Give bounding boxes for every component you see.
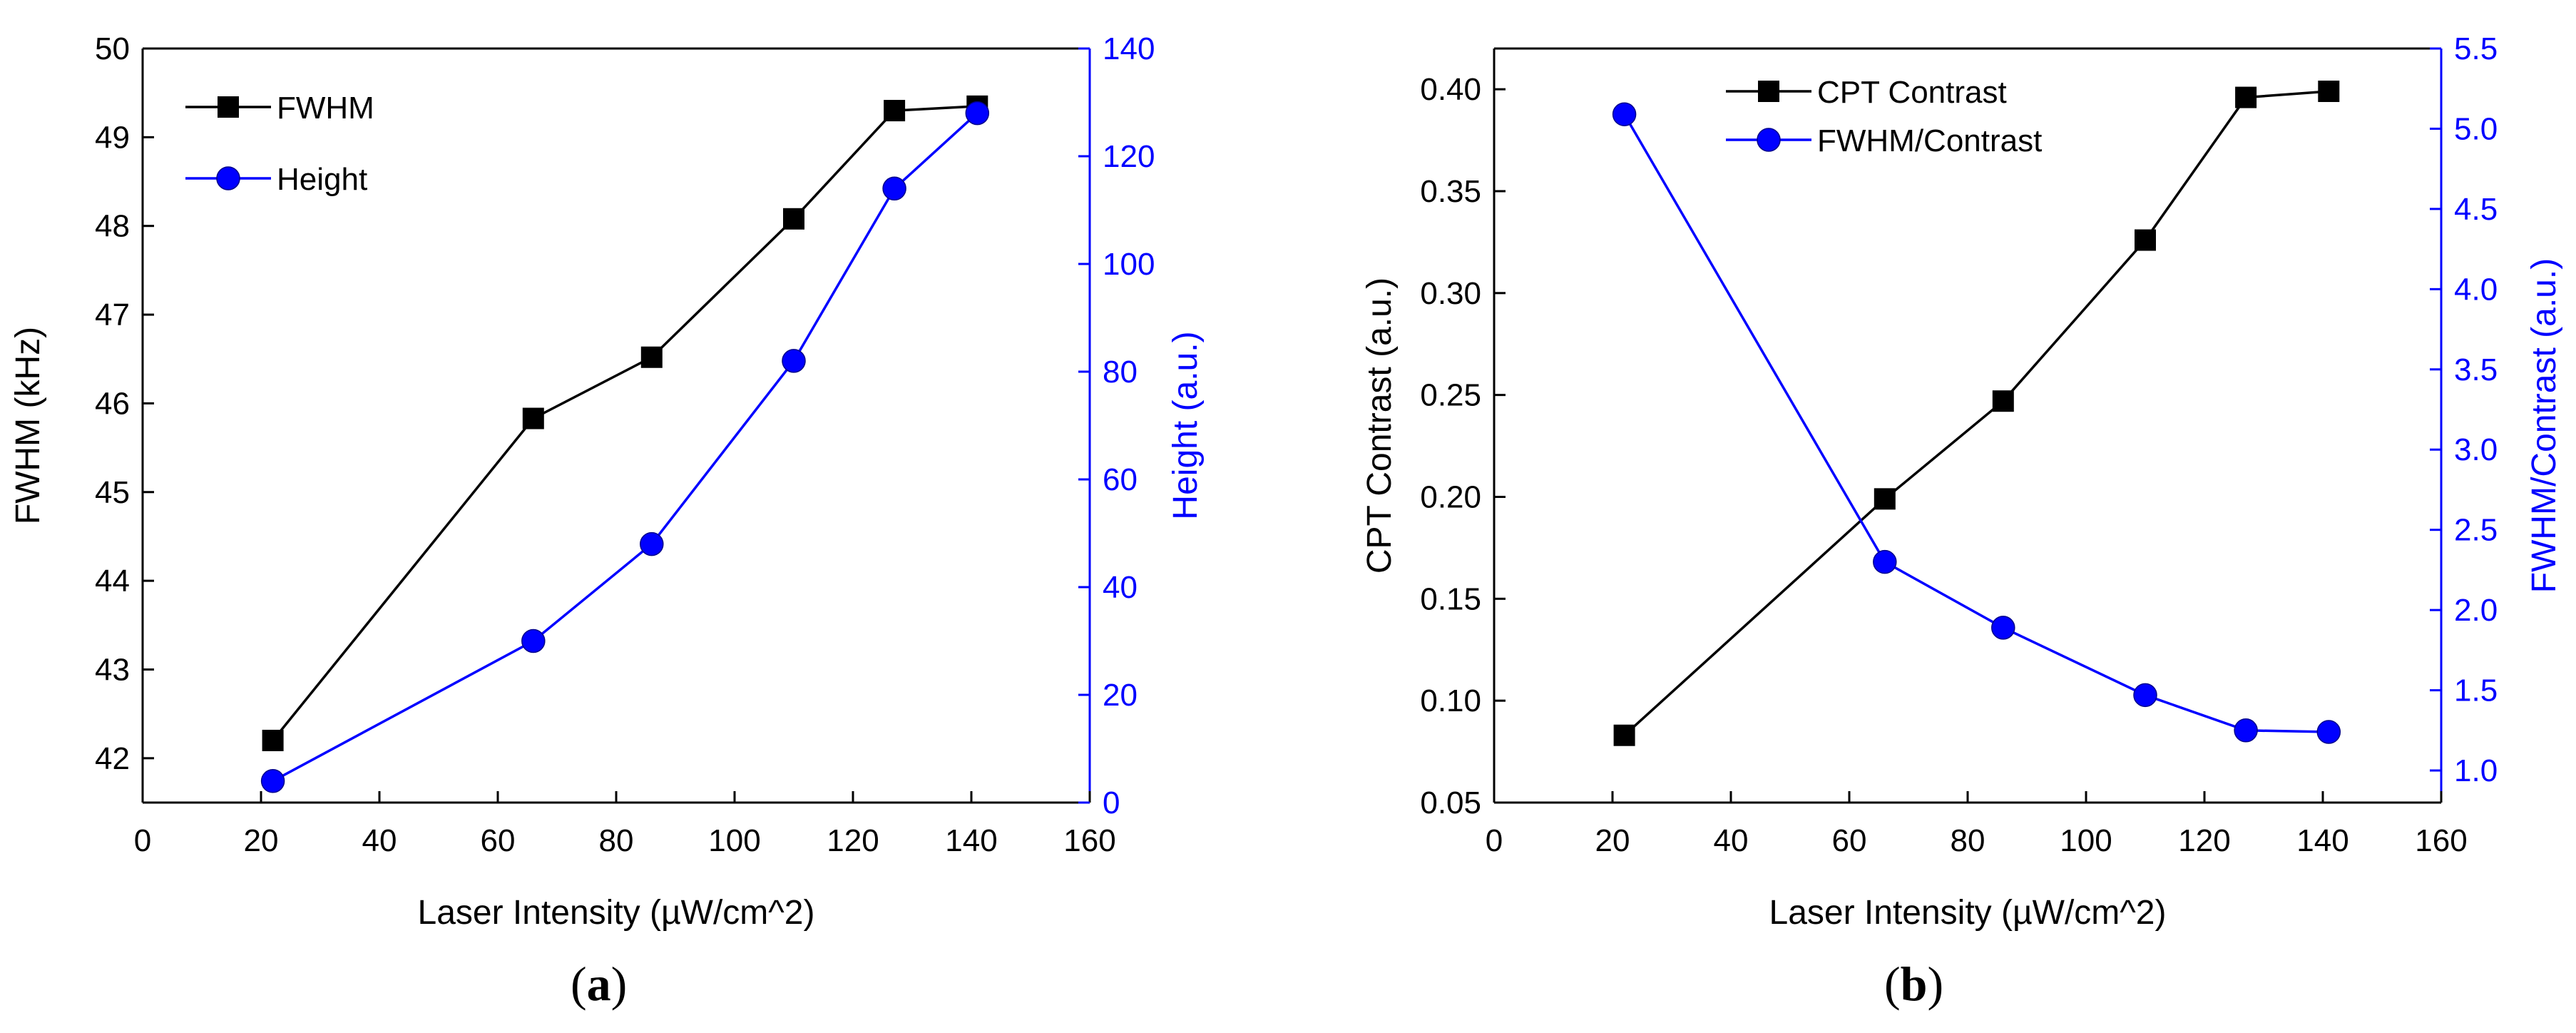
panel-b-series-cpt-contrast-point bbox=[2235, 86, 2257, 108]
panel-a-ytick-label: 43 bbox=[95, 652, 130, 687]
panel-b-ytick-label: 0.15 bbox=[1420, 581, 1481, 616]
panel-b-xtick-label: 40 bbox=[1714, 823, 1749, 858]
panel-a-series-fwhm-point bbox=[783, 208, 804, 230]
panel-b-y2tick-label: 2.5 bbox=[2454, 513, 2498, 548]
panel-a-series-fwhm-point bbox=[640, 346, 663, 368]
panel-b-ytick-label: 0.10 bbox=[1420, 683, 1481, 718]
panel-a-y2tick-label: 20 bbox=[1103, 678, 1138, 713]
panel-a-series-height-line bbox=[272, 112, 978, 783]
panel-b-series-cpt-contrast-point bbox=[1874, 488, 1896, 510]
panel-b-y2tick-label: 1.0 bbox=[2454, 753, 2498, 788]
panel-a-series-fwhm-legend-marker bbox=[218, 96, 239, 118]
panel-a-series-fwhm-line bbox=[272, 105, 978, 742]
panel-a-y2tick-label: 140 bbox=[1103, 31, 1155, 66]
panel-a-xtick-label: 80 bbox=[599, 823, 634, 858]
caption-a: (a) bbox=[571, 957, 628, 1011]
panel-a-series-fwhm-point bbox=[884, 100, 906, 122]
panel-a-y2tick-label: 80 bbox=[1103, 355, 1138, 390]
panel-b-y2tick-label: 3.0 bbox=[2454, 432, 2498, 467]
panel-a-xtick-label: 40 bbox=[362, 823, 397, 858]
panel-a-ytick-label: 46 bbox=[95, 386, 130, 421]
panel-b-xtick-label: 140 bbox=[2296, 823, 2348, 858]
panel-a-series-height-point bbox=[260, 769, 285, 793]
panel-a-y-axis-title: FWHM (kHz) bbox=[9, 327, 47, 524]
panel-b-series-cpt-contrast-point bbox=[1613, 724, 1635, 746]
panel-a-xtick-label: 20 bbox=[244, 823, 279, 858]
panel-b-series-cpt-contrast-point bbox=[2318, 80, 2340, 102]
panel-b-xtick-label: 100 bbox=[2060, 823, 2112, 858]
panel-a-ytick-label: 48 bbox=[95, 209, 130, 244]
panel-b-series-fwhm-contrast-point bbox=[1612, 102, 1637, 126]
panel-b-series-fwhm-contrast-legend-marker bbox=[1757, 128, 1781, 152]
panel-a-y2tick-label: 60 bbox=[1103, 462, 1138, 497]
panel-a-y2-axis-title: Height (a.u.) bbox=[1167, 331, 1205, 519]
panel-b-y2tick-label: 5.5 bbox=[2454, 31, 2498, 66]
panel-b-ytick-label: 0.25 bbox=[1420, 378, 1481, 413]
panel-b-y2tick-label: 2.0 bbox=[2454, 593, 2498, 628]
panel-b-series-fwhm-contrast-point bbox=[2316, 720, 2341, 744]
panel-b-series-cpt-contrast-legend-marker bbox=[1758, 81, 1779, 102]
panel-b-y2tick-label: 5.0 bbox=[2454, 111, 2498, 146]
panel-b-ytick-label: 0.20 bbox=[1420, 479, 1481, 514]
panel-b-x-axis-title: Laser Intensity (µW/cm^2) bbox=[1769, 894, 2167, 932]
panel-b-series-fwhm-contrast-legend-label: FWHM/Contrast bbox=[1817, 123, 2042, 158]
panel-a-xtick-label: 100 bbox=[708, 823, 760, 858]
panel-a-series-fwhm-point bbox=[522, 407, 544, 429]
panel-b-y2-axis-title: FWHM/Contrast (a.u.) bbox=[2525, 258, 2563, 593]
panel-b-series-fwhm-contrast-point bbox=[1873, 549, 1897, 574]
panel-a-series-height-point bbox=[882, 176, 906, 201]
panel-a-series-height-point bbox=[521, 629, 546, 653]
panel-a-series-height-point bbox=[640, 531, 664, 556]
panel-b-xtick-label: 0 bbox=[1486, 823, 1503, 858]
panel-b-ytick-label: 0.35 bbox=[1420, 174, 1481, 209]
panel-b-y2tick-label: 3.5 bbox=[2454, 352, 2498, 387]
panel-b-series-fwhm-contrast-line bbox=[1623, 113, 2329, 733]
panel-a-y2tick-label: 120 bbox=[1103, 139, 1155, 174]
panel-b-ytick-label: 0.30 bbox=[1420, 276, 1481, 311]
panel-a-y2tick-label: 40 bbox=[1103, 570, 1138, 605]
panel-a-series-height-point bbox=[782, 349, 806, 373]
panel-b-y2tick-label: 1.5 bbox=[2454, 673, 2498, 708]
panel-a-series-fwhm-point bbox=[262, 729, 284, 751]
panel-a-series-height-point bbox=[965, 101, 990, 126]
caption-b: (b) bbox=[1884, 957, 1944, 1011]
panel-b-ytick-label: 0.05 bbox=[1420, 785, 1481, 820]
panel-a-xtick-label: 160 bbox=[1063, 823, 1115, 858]
panel-a-y2tick-label: 100 bbox=[1103, 247, 1155, 282]
panel-b-y2tick-label: 4.0 bbox=[2454, 272, 2498, 307]
panel-b-y-axis-title: CPT Contrast (a.u.) bbox=[1361, 278, 1399, 574]
panel-a-ytick-label: 47 bbox=[95, 297, 130, 332]
panel-b-series-cpt-contrast-point bbox=[1992, 390, 2014, 412]
panel-b-series-fwhm-contrast-point bbox=[2234, 718, 2258, 743]
panel-b-xtick-label: 120 bbox=[2178, 823, 2230, 858]
panel-b-y2tick-label: 4.5 bbox=[2454, 192, 2498, 227]
panel-b-xtick-label: 80 bbox=[1951, 823, 1985, 858]
panel-a-series-height-legend-label: Height bbox=[277, 162, 367, 197]
panel-b-xtick-label: 60 bbox=[1832, 823, 1867, 858]
panel-b-series-cpt-contrast-point bbox=[2135, 229, 2156, 251]
panel-b-series-cpt-contrast-legend-label: CPT Contrast bbox=[1817, 75, 2007, 110]
panel-a-series-height-legend-marker bbox=[216, 166, 240, 190]
panel-a-ytick-label: 45 bbox=[95, 475, 130, 510]
panel-a-ytick-label: 44 bbox=[95, 564, 130, 599]
panel-a-ytick-label: 42 bbox=[95, 741, 130, 776]
panel-a-series-fwhm-legend-label: FWHM bbox=[277, 91, 374, 126]
panel-b-series-cpt-contrast-line bbox=[1623, 90, 2329, 737]
panel-b-ytick-label: 0.40 bbox=[1420, 72, 1481, 107]
panel-b-xtick-label: 20 bbox=[1595, 823, 1630, 858]
panel-b-series-fwhm-contrast-point bbox=[2133, 683, 2157, 708]
panel-a-ytick-label: 50 bbox=[95, 31, 130, 66]
panel-b-xtick-label: 160 bbox=[2415, 823, 2467, 858]
panel-a-y2tick-label: 0 bbox=[1103, 785, 1120, 820]
panel-a-x-axis-title: Laser Intensity (µW/cm^2) bbox=[418, 894, 815, 932]
panel-a-xtick-label: 140 bbox=[945, 823, 997, 858]
panel-a-ytick-label: 49 bbox=[95, 120, 130, 155]
panel-a-xtick-label: 0 bbox=[134, 823, 151, 858]
panel-b-series-fwhm-contrast-point bbox=[1991, 616, 2015, 640]
panel-a-xtick-label: 60 bbox=[481, 823, 516, 858]
panel-a-xtick-label: 120 bbox=[827, 823, 879, 858]
